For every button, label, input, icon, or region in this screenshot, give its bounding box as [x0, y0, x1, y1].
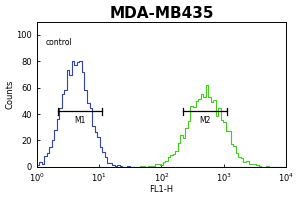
Y-axis label: Counts: Counts [6, 80, 15, 109]
Text: M2: M2 [200, 116, 211, 125]
Text: control: control [46, 38, 73, 47]
Title: MDA-MB435: MDA-MB435 [109, 6, 214, 21]
Text: M1: M1 [75, 116, 86, 125]
X-axis label: FL1-H: FL1-H [149, 185, 173, 194]
